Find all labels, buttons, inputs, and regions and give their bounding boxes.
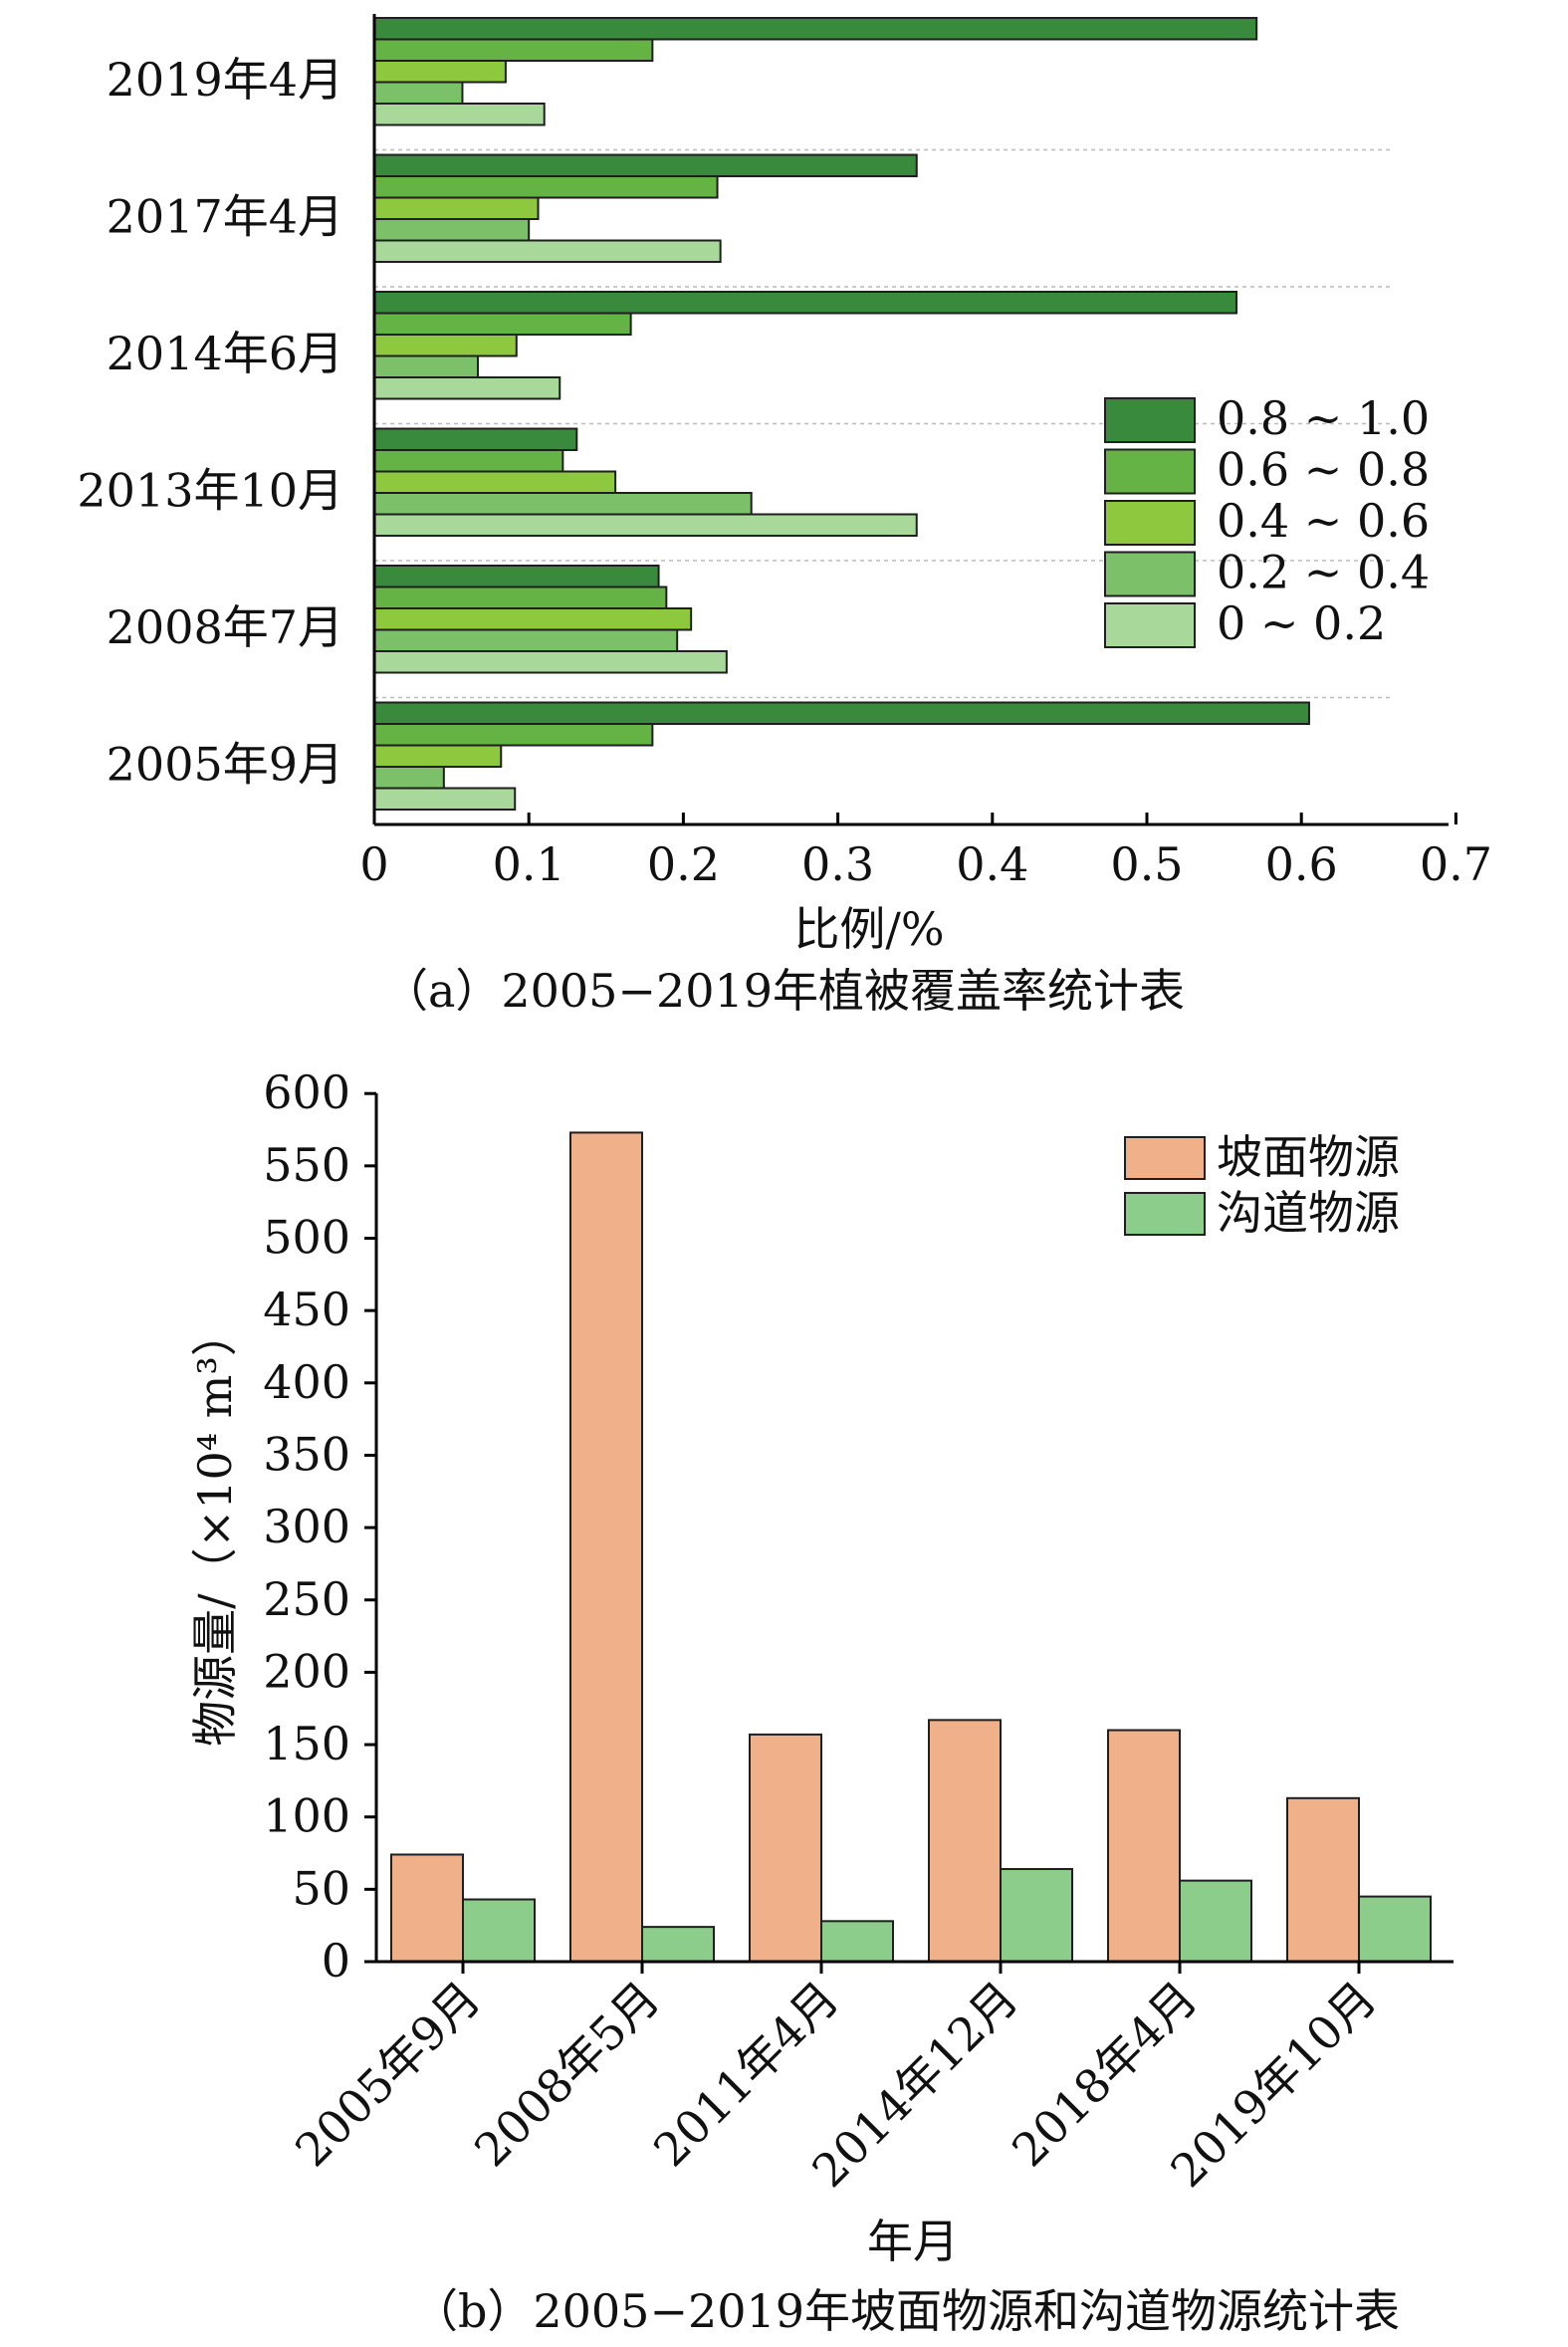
b-bar-4-0 xyxy=(1107,1729,1181,1964)
b-bar-3-0 xyxy=(928,1719,1002,1963)
b-bar-2-1 xyxy=(820,1920,894,1964)
b-legend-label: 沟道物源 xyxy=(1217,1186,1400,1240)
vegetation-coverage-chart: 2019年4月 2017年4月 2014年6月 2013年10月 2008年7月 2005… xyxy=(77,14,1492,1018)
a-x-tick-label: 0.4 xyxy=(956,837,1028,891)
b-legend-label: 坡面物源 xyxy=(1217,1130,1400,1184)
a-bar-4-1 xyxy=(373,586,668,609)
b-y-tick-label: 550 xyxy=(263,1138,350,1192)
a-category-label: 2014年6月 xyxy=(107,327,343,380)
b-category-label: 2005年9月 xyxy=(285,1972,491,2178)
b-y-tick-label: 200 xyxy=(263,1644,350,1698)
a-x-tick-label: 0.1 xyxy=(493,837,565,891)
a-legend: 0.8 ~ 1.00.6 ~ 0.80.4 ~ 0.60.2 ~ 0.40 ~ … xyxy=(1104,391,1430,650)
material-source-chart: 0 50 100 150 200 250 300 350 400 450 500 550 600 200… xyxy=(188,1065,1454,2338)
a-legend-label: 0 ~ 0.2 xyxy=(1217,596,1386,650)
a-legend-label: 0.6 ~ 0.8 xyxy=(1217,443,1430,497)
a-x-tick-label: 0.6 xyxy=(1265,837,1338,891)
b-y-tick-label: 600 xyxy=(263,1065,350,1119)
a-legend-swatch xyxy=(1104,602,1196,648)
a-bar-1-0 xyxy=(373,153,918,177)
a-bar-5-3 xyxy=(373,766,445,790)
a-bar-4-0 xyxy=(373,565,660,588)
a-bar-0-2 xyxy=(373,60,507,84)
b-bar-1-1 xyxy=(641,1926,715,1964)
a-x-tick-label: 0.5 xyxy=(1110,837,1183,891)
a-bar-0-1 xyxy=(373,38,654,62)
b-y-tick-label: 100 xyxy=(263,1789,350,1843)
a-category-label: 2013年10月 xyxy=(77,464,343,518)
a-x-axis-label: 比例/% xyxy=(793,902,944,956)
a-bar-3-1 xyxy=(373,449,564,473)
a-category-label: 2019年4月 xyxy=(107,53,343,107)
b-category-label: 2008年5月 xyxy=(464,1972,670,2178)
b-bar-3-1 xyxy=(1000,1868,1073,1964)
a-bar-1-1 xyxy=(373,175,719,199)
a-bar-2-3 xyxy=(373,354,479,378)
a-bar-1-2 xyxy=(373,196,540,220)
b-x-axis-label: 年月 xyxy=(867,2215,959,2268)
a-caption: （a）2005−2019年植被覆盖率统计表 xyxy=(382,964,1185,1018)
b-y-tick-label: 450 xyxy=(263,1283,350,1336)
a-category-label: 2017年4月 xyxy=(107,190,343,244)
b-legend-swatch xyxy=(1124,1192,1206,1236)
b-legend-swatch xyxy=(1124,1136,1206,1180)
a-bar-3-0 xyxy=(373,427,578,451)
a-bar-3-3 xyxy=(373,492,753,516)
b-y-tick-label: 500 xyxy=(263,1211,350,1265)
a-bar-2-4 xyxy=(373,376,561,400)
b-y-tick-label: 400 xyxy=(263,1355,350,1409)
a-bar-2-2 xyxy=(373,334,518,357)
a-category-label: 2008年7月 xyxy=(107,600,343,654)
a-bar-2-1 xyxy=(373,312,632,336)
a-bar-5-2 xyxy=(373,744,503,768)
b-bar-1-0 xyxy=(569,1131,643,1963)
b-bar-5-1 xyxy=(1358,1895,1432,1963)
a-legend-label: 0.2 ~ 0.4 xyxy=(1217,546,1430,599)
b-bar-5-0 xyxy=(1286,1796,1360,1964)
a-legend-label: 0.8 ~ 1.0 xyxy=(1217,391,1430,445)
a-bar-4-3 xyxy=(373,628,679,652)
a-legend-label: 0.4 ~ 0.6 xyxy=(1217,494,1430,548)
a-bar-1-4 xyxy=(373,239,722,263)
b-bar-0-1 xyxy=(462,1898,536,1963)
a-bar-2-0 xyxy=(373,291,1238,315)
b-y-tick-label: 0 xyxy=(322,1934,350,1988)
a-bar-3-4 xyxy=(373,513,918,537)
a-x-tick-label: 0.3 xyxy=(801,837,874,891)
a-x-tick-label: 0.7 xyxy=(1420,837,1492,891)
a-bar-0-0 xyxy=(373,17,1258,41)
b-bar-2-0 xyxy=(749,1733,822,1964)
a-category-label: 2005年9月 xyxy=(107,738,343,792)
b-y-tick-label: 350 xyxy=(263,1427,350,1481)
a-bar-5-4 xyxy=(373,787,517,811)
a-bar-4-4 xyxy=(373,650,728,674)
b-y-tick-label: 150 xyxy=(263,1717,350,1770)
b-caption: （b）2005−2019年坡面物源和沟道物源统计表 xyxy=(412,2284,1400,2338)
b-bar-0-0 xyxy=(390,1853,464,1964)
a-bar-5-1 xyxy=(373,723,654,747)
b-y-axis-label: 物源量/（×10⁴ m³） xyxy=(188,1310,242,1747)
a-bar-1-3 xyxy=(373,218,531,242)
a-legend-swatch xyxy=(1104,500,1196,546)
b-y-tick-label: 50 xyxy=(292,1861,350,1915)
a-legend-swatch xyxy=(1104,551,1196,597)
a-bar-0-3 xyxy=(373,81,464,105)
a-x-tick-label: 0.2 xyxy=(647,837,720,891)
b-bar-4-1 xyxy=(1179,1879,1252,1963)
a-x-tick-label: 0 xyxy=(359,837,388,891)
a-legend-swatch xyxy=(1104,397,1196,443)
b-y-tick-label: 250 xyxy=(263,1572,350,1626)
b-y-tick-label: 300 xyxy=(263,1500,350,1553)
a-bar-0-4 xyxy=(373,103,546,126)
a-bar-4-2 xyxy=(373,607,693,631)
a-bar-3-2 xyxy=(373,470,617,494)
a-legend-swatch xyxy=(1104,448,1196,495)
a-bar-5-0 xyxy=(373,701,1310,725)
